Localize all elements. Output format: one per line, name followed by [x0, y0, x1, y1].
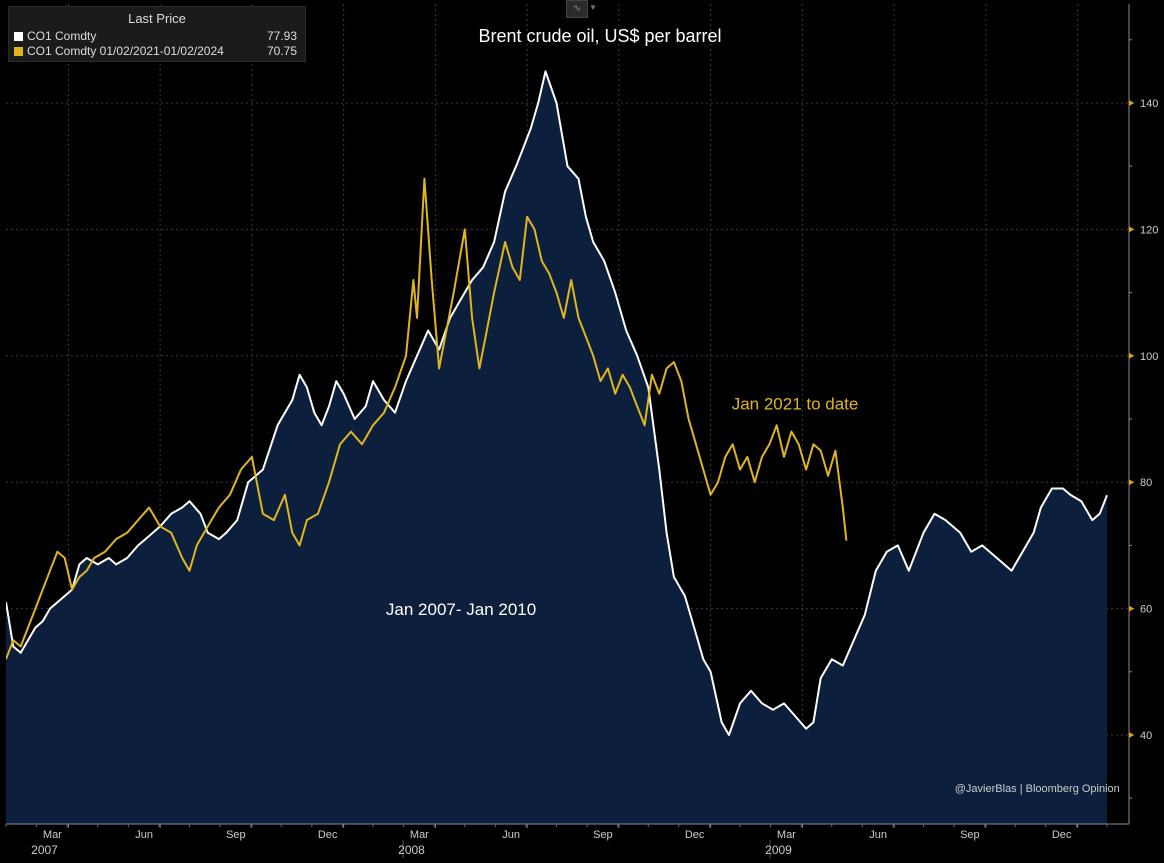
x-tick-label: Mar	[43, 829, 62, 841]
x-tick-label: Sep	[593, 829, 613, 841]
chevron-down-icon[interactable]: ▼	[589, 3, 597, 12]
y-tick-arrow	[1129, 100, 1134, 106]
y-tick-arrow	[1129, 605, 1134, 612]
y-tick-label: 100	[1140, 351, 1158, 363]
x-tick-label: Dec	[1052, 829, 1072, 841]
x-tick-label: Jun	[135, 829, 153, 841]
x-tick-label: Mar	[410, 829, 429, 841]
legend-value: 70.75	[266, 44, 297, 58]
y-tick-label: 120	[1140, 224, 1158, 236]
y-tick-arrow	[1129, 226, 1134, 233]
x-tick-label: Jun	[502, 829, 520, 841]
annotation-text: @JavierBlas | Bloomberg Opinion	[955, 783, 1120, 795]
year-label: 2008	[398, 843, 425, 857]
year-label: 2007	[31, 843, 58, 857]
x-axis: Mar Jun Sep Dec Mar Jun Sep Dec Mar Jun Sep Dec 2007…	[5, 824, 1108, 858]
series-line-co1	[6, 70, 1108, 736]
x-tick-label: Sep	[960, 829, 980, 841]
x-tick-label: Dec	[318, 829, 338, 841]
x-tick-label: Sep	[226, 829, 246, 841]
legend-value: 77.93	[266, 29, 297, 43]
y-axis: 40 60 80 100 120 140	[1129, 39, 1158, 799]
x-tick-label: Mar	[777, 829, 796, 841]
y-tick-arrow	[1129, 352, 1134, 359]
chart-title: Brent crude oil, US$ per barrel	[478, 26, 721, 46]
annotation-text: Jan 2007- Jan 2010	[386, 600, 536, 619]
y-tick-label: 140	[1140, 98, 1158, 110]
lines-layer	[6, 70, 1108, 736]
legend-swatch-white	[14, 32, 23, 41]
legend: Last Price CO1 Comdty 77.93 CO1 Comdty 0…	[8, 6, 306, 62]
chart-type-icon[interactable]: ∿	[566, 0, 588, 18]
y-tick-arrow	[1129, 479, 1134, 486]
year-label: 2009	[765, 843, 792, 857]
y-tick-arrow	[1129, 732, 1134, 738]
y-tick-label: 80	[1140, 477, 1152, 489]
legend-header: Last Price	[128, 11, 186, 26]
series-area-co1	[6, 71, 1107, 824]
series-line-co1-2021	[6, 177, 848, 660]
legend-label: CO1 Comdty	[27, 29, 97, 43]
y-tick-label: 40	[1140, 730, 1152, 742]
annotation-text: Jan 2021 to date	[732, 395, 859, 414]
area-layer	[6, 71, 1107, 824]
x-tick-label: Jun	[869, 829, 887, 841]
x-tick-label: Dec	[685, 829, 705, 841]
legend-item-spot: CO1 Comdty 77.93	[9, 29, 305, 44]
legend-swatch-yellow	[14, 47, 23, 56]
legend-label: CO1 Comdty 01/02/2021-01/02/2024	[27, 44, 224, 58]
annotations: Jan 2021 to date Jan 2007- Jan 2010 @Javie…	[386, 395, 1120, 795]
y-tick-label: 60	[1140, 604, 1152, 616]
legend-item-overlay: CO1 Comdty 01/02/2021-01/02/2024 70.75	[9, 44, 305, 59]
